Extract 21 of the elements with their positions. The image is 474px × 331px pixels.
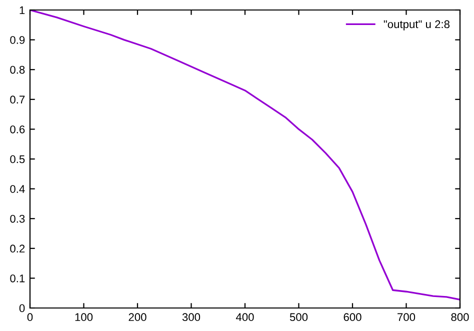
y-tick-label: 1 bbox=[20, 6, 25, 14]
x-tick-label: 200 bbox=[128, 313, 146, 322]
x-tick-label: 700 bbox=[398, 313, 416, 322]
y-tick-label: 0.9 bbox=[10, 36, 25, 44]
y-tick-label: 0.5 bbox=[10, 155, 25, 164]
y-tick-label: 0.4 bbox=[10, 185, 25, 193]
y-tick-label: 0 bbox=[19, 304, 25, 312]
y-tick-label: 0.8 bbox=[10, 66, 25, 74]
x-tick-label: 500 bbox=[290, 313, 308, 322]
legend-label: "output" u 2:8 bbox=[384, 20, 450, 30]
x-tick-label: 300 bbox=[182, 313, 200, 322]
x-tick-label: 100 bbox=[75, 313, 93, 322]
y-tick-label: 0.7 bbox=[10, 96, 25, 104]
y-tick-label: 0.1 bbox=[10, 274, 25, 282]
y-tick-label: 0.3 bbox=[10, 214, 25, 223]
x-tick-label: 800 bbox=[451, 313, 469, 322]
x-tick-label: 0 bbox=[27, 313, 33, 322]
y-tick-label: 0.2 bbox=[10, 244, 25, 253]
y-tick-label: 0.6 bbox=[10, 125, 25, 134]
x-tick-label: 600 bbox=[344, 313, 362, 322]
x-tick-label: 400 bbox=[236, 313, 254, 322]
